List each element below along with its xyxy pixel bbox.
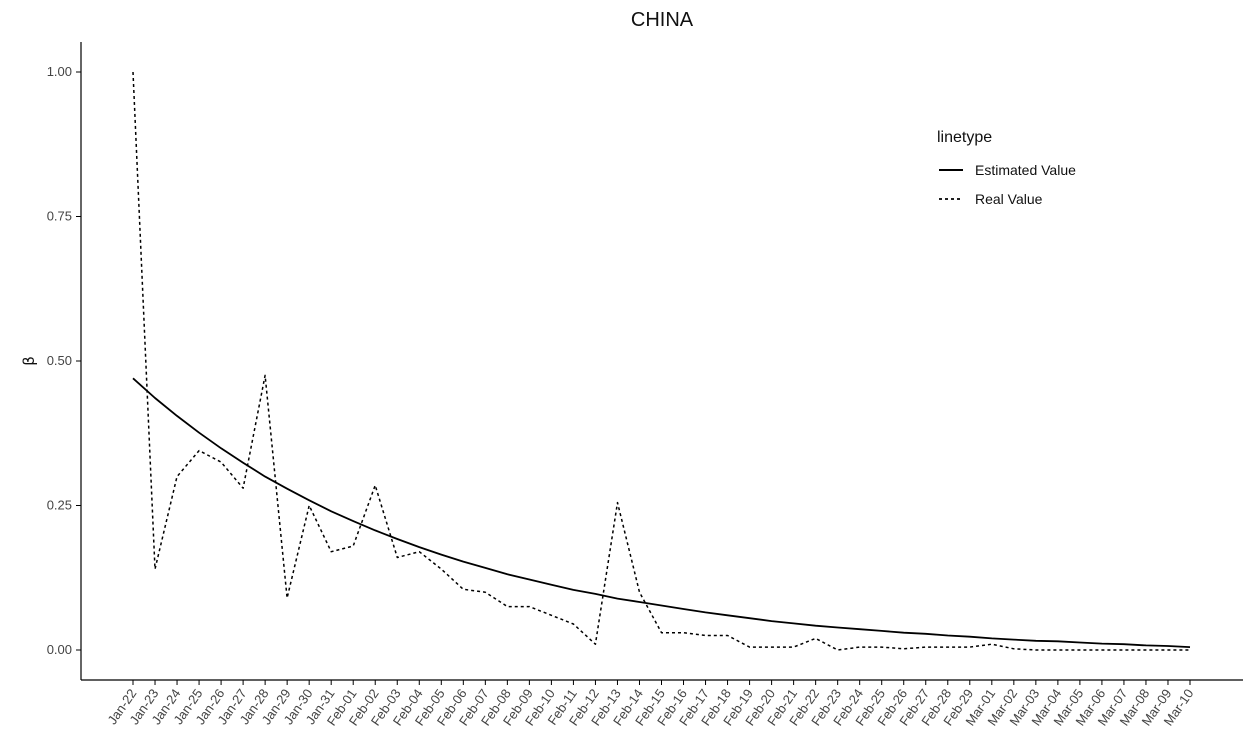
y-tick-label: 1.00 bbox=[47, 64, 72, 79]
legend-label-estimated: Estimated Value bbox=[975, 162, 1076, 178]
series-line-real bbox=[132, 71, 1190, 651]
y-tick-label: 0.50 bbox=[47, 353, 72, 368]
legend-title: linetype bbox=[937, 129, 992, 146]
y-tick-label: 0.00 bbox=[47, 642, 72, 657]
legend-label-real: Real Value bbox=[975, 191, 1043, 207]
y-tick-label: 0.25 bbox=[47, 498, 72, 513]
y-axis-label: β bbox=[20, 356, 38, 366]
y-tick-label: 0.75 bbox=[47, 209, 72, 224]
chart-title: CHINA bbox=[631, 9, 694, 31]
series-line-estimated bbox=[132, 377, 1191, 648]
